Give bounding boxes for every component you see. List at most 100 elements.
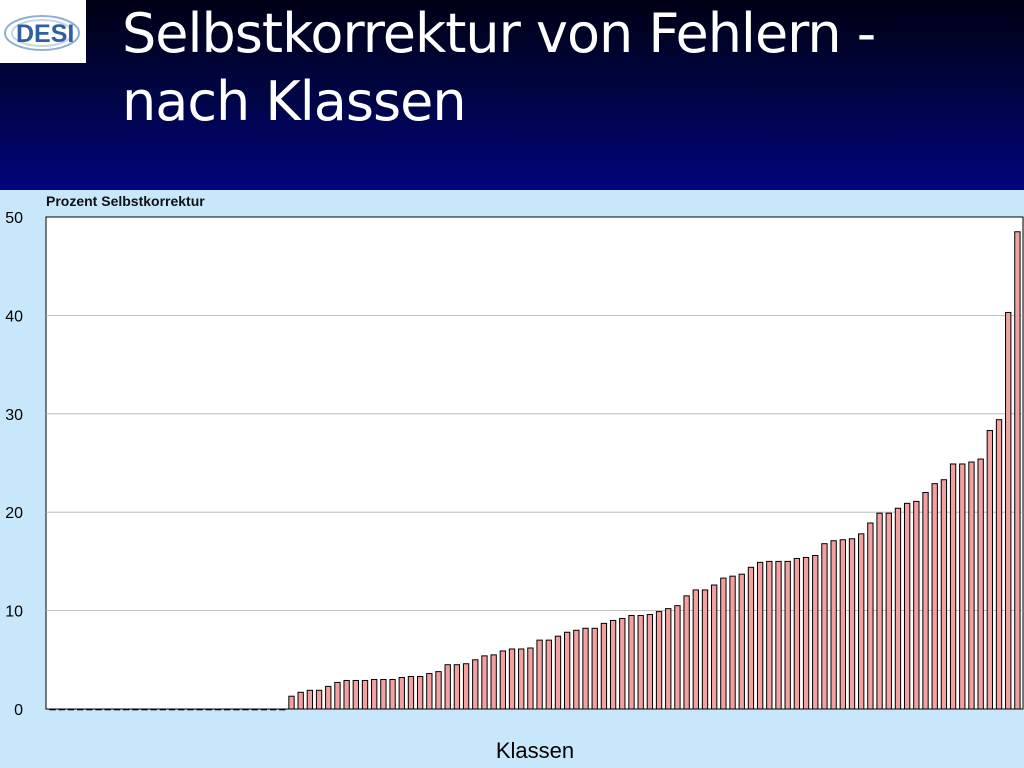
bar xyxy=(701,589,709,710)
bar xyxy=(858,533,865,710)
bar xyxy=(637,615,644,710)
bar xyxy=(159,708,167,711)
bar xyxy=(573,629,580,710)
bar xyxy=(775,560,782,710)
bar xyxy=(582,627,589,710)
bar xyxy=(168,708,176,711)
bar xyxy=(389,678,396,710)
bar xyxy=(297,691,304,710)
bar xyxy=(233,708,240,711)
bar xyxy=(903,502,911,710)
bar xyxy=(224,708,231,711)
bar xyxy=(104,708,111,711)
bar xyxy=(959,463,966,710)
bar xyxy=(407,676,415,710)
bar xyxy=(977,458,984,710)
bar xyxy=(711,584,718,710)
bar xyxy=(371,678,378,710)
bar xyxy=(380,678,387,710)
bar xyxy=(453,664,461,710)
bar xyxy=(325,685,332,710)
bar xyxy=(77,708,84,711)
bar xyxy=(756,561,764,710)
bar xyxy=(306,689,314,710)
bar xyxy=(564,631,571,710)
bar xyxy=(260,708,268,711)
bar xyxy=(288,695,295,710)
bar xyxy=(343,679,350,710)
bar xyxy=(554,635,562,710)
bar xyxy=(793,557,801,710)
bar xyxy=(913,500,920,710)
bar xyxy=(416,676,424,710)
bar xyxy=(729,575,736,710)
bar xyxy=(196,708,203,711)
bar xyxy=(738,573,745,710)
bar xyxy=(315,689,323,710)
bar xyxy=(646,614,654,710)
y-tick-label: 40 xyxy=(5,308,23,325)
bar xyxy=(113,708,121,711)
y-tick-label: 0 xyxy=(14,702,23,719)
bar xyxy=(214,708,222,711)
bar xyxy=(95,708,102,711)
slide-header xyxy=(0,0,1024,190)
bar xyxy=(839,539,846,710)
bar xyxy=(67,708,75,711)
bar xyxy=(802,556,810,710)
bar xyxy=(720,577,727,710)
bar xyxy=(986,430,993,710)
bar xyxy=(49,708,56,711)
y-axis-label: Prozent Selbstkorrektur xyxy=(46,193,205,209)
bar xyxy=(683,595,690,710)
bar xyxy=(508,648,516,710)
bar xyxy=(361,679,369,710)
bar xyxy=(426,673,433,710)
bar xyxy=(609,619,617,710)
bar xyxy=(1014,231,1021,710)
bar xyxy=(674,605,681,710)
bar xyxy=(968,461,975,710)
bars xyxy=(49,231,1021,711)
bar xyxy=(821,543,828,710)
bar xyxy=(867,522,874,710)
bar xyxy=(876,512,883,710)
bar xyxy=(747,566,755,710)
y-axis-ticks: 0 10 20 30 40 50 xyxy=(5,210,23,719)
bar xyxy=(187,708,194,711)
bar xyxy=(518,648,525,710)
bar xyxy=(444,664,451,710)
bar xyxy=(1005,311,1012,710)
bar xyxy=(949,463,957,710)
bar xyxy=(692,589,699,710)
bar xyxy=(665,608,672,710)
bar xyxy=(490,654,497,710)
bar xyxy=(58,708,65,711)
bar xyxy=(205,708,212,711)
bar xyxy=(922,492,929,710)
bar xyxy=(462,663,470,710)
bar xyxy=(931,483,938,710)
bar xyxy=(848,538,856,710)
bar xyxy=(885,512,892,710)
bar xyxy=(352,679,359,710)
bar xyxy=(812,555,819,710)
bar xyxy=(334,681,341,710)
bar xyxy=(545,639,552,710)
bar xyxy=(619,617,626,710)
bar xyxy=(600,622,608,710)
bar xyxy=(499,650,507,710)
bar xyxy=(628,615,635,710)
slide-title-line-2: nach Klassen xyxy=(122,70,467,133)
bar xyxy=(122,708,130,711)
bar xyxy=(472,659,479,710)
bar xyxy=(398,677,405,710)
bar xyxy=(132,708,139,711)
bar xyxy=(894,507,902,710)
bar xyxy=(269,708,277,711)
bar xyxy=(536,639,543,710)
bar xyxy=(766,560,773,710)
bar xyxy=(141,708,148,711)
bar xyxy=(655,611,663,710)
